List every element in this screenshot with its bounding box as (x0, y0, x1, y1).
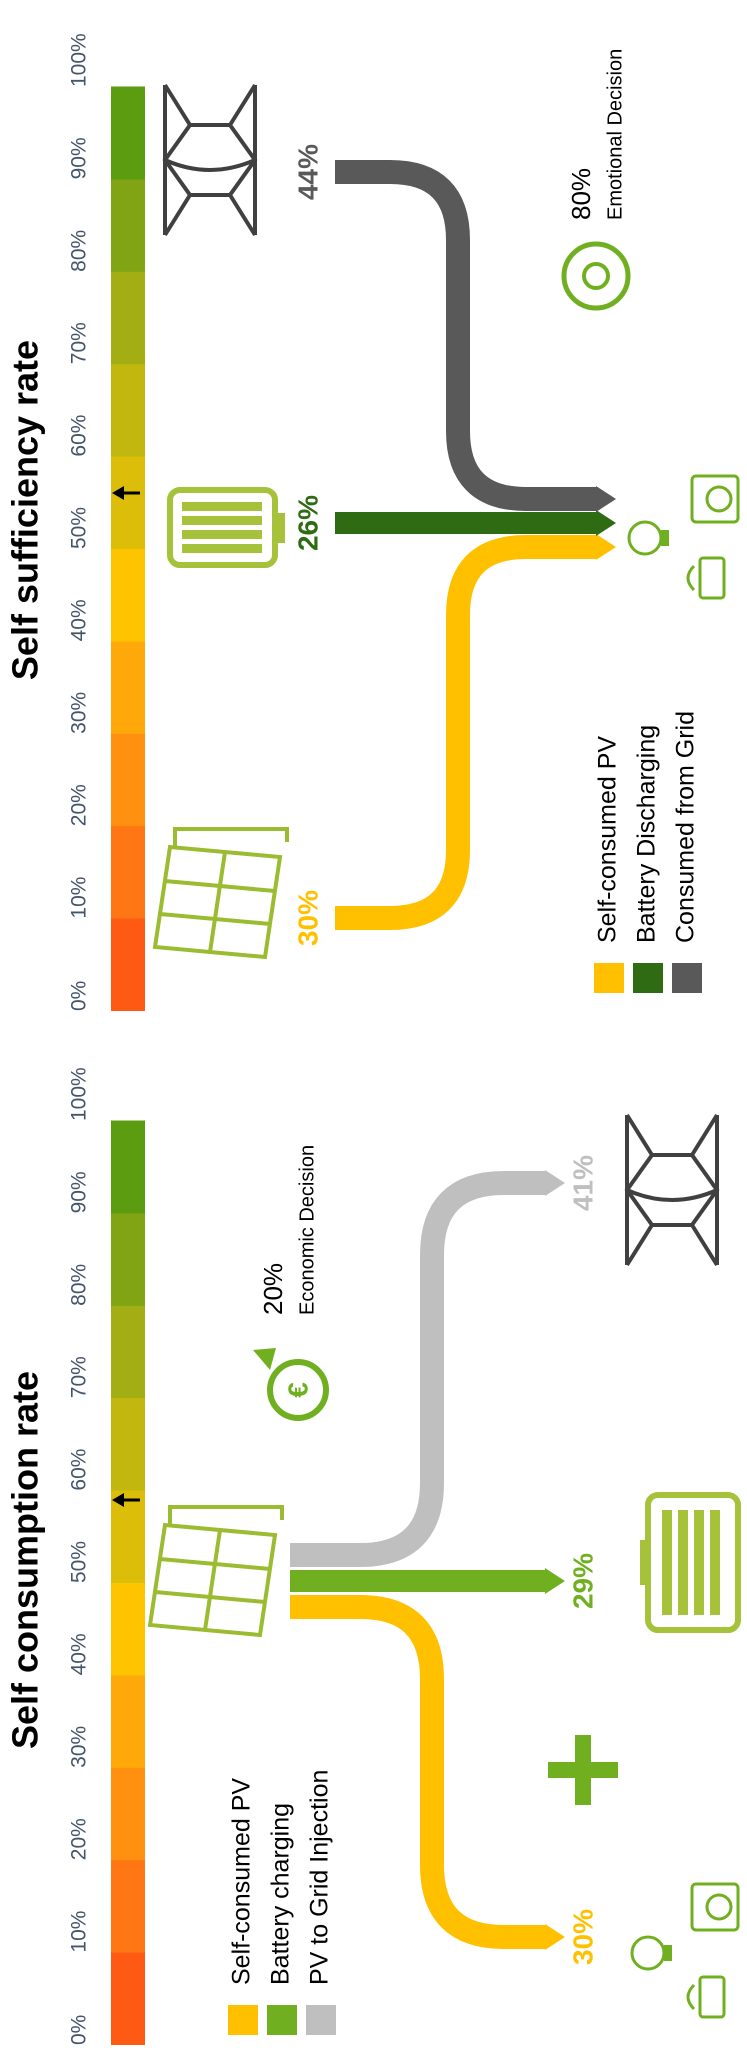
legend-label: Battery Discharging (633, 725, 661, 943)
svg-text:€: € (282, 1382, 313, 1398)
scale-label: 100% (68, 1067, 91, 1121)
rotated-canvas: € Self consu (5, 33, 741, 2045)
legend-label: Self-consumed PV (228, 1778, 256, 1985)
scale-label: 80% (68, 1264, 91, 1306)
battery (167, 487, 285, 568)
router (686, 1975, 726, 2019)
flow-label: 26% (292, 495, 323, 551)
scale-label: 70% (68, 322, 91, 364)
flow-arrow (596, 510, 616, 536)
decision-label: Economic Decision (296, 1145, 318, 1315)
flow-label: 41% (567, 1155, 598, 1211)
scale-label: 80% (68, 230, 91, 272)
scale-segment (111, 733, 145, 827)
emotional-icon (561, 241, 631, 311)
bulb (627, 520, 669, 556)
scale-label: 10% (68, 877, 91, 919)
grid-tower (162, 83, 258, 237)
flow-arrow (545, 1170, 565, 1196)
router (686, 556, 726, 600)
legend-label: Battery charging (267, 1803, 295, 1985)
scale-segment (111, 1674, 145, 1768)
washer (690, 474, 740, 524)
flow-label: 30% (567, 1909, 598, 1965)
flow-label: 29% (567, 1553, 598, 1609)
legend-swatch (594, 963, 624, 993)
scale-label: 60% (68, 1449, 91, 1491)
scale-segment (111, 1582, 145, 1676)
legend-swatch (228, 2005, 258, 2035)
scale-segment (111, 1490, 145, 1583)
flow (335, 160, 596, 511)
scale-segment (111, 456, 145, 549)
flow-label: 44% (292, 144, 323, 200)
scale-segment (111, 1305, 145, 1399)
scale-label: 100% (68, 33, 91, 87)
flow-arrow (596, 534, 616, 560)
scale-label: 0% (68, 2015, 91, 2045)
panel-title: Self consumption rate (5, 1371, 46, 1749)
legend-label: Self-consumed PV (594, 736, 622, 943)
solar-panel (152, 827, 289, 960)
scale-label: 40% (68, 599, 91, 641)
scale-segment (111, 825, 145, 919)
scale-label: 40% (68, 1633, 91, 1675)
flow (335, 535, 596, 930)
scale-segment (111, 178, 145, 272)
washer (690, 1882, 740, 1932)
flow (290, 1595, 545, 1949)
scale-label: 90% (68, 1171, 91, 1213)
scale-label: 0% (68, 981, 91, 1011)
scale-segment (111, 1767, 145, 1861)
scale-label: 10% (68, 1911, 91, 1953)
solar-panel (147, 1505, 284, 1638)
scale-segment (111, 918, 145, 1011)
decision-label: Emotional Decision (604, 49, 626, 220)
rate-arrow-head (112, 1493, 124, 1507)
decision-value: 80% (566, 168, 596, 220)
legend-swatch (267, 2005, 297, 2035)
scale-label: 20% (68, 1818, 91, 1860)
scale-label: 50% (68, 1541, 91, 1583)
scale-label: 70% (68, 1356, 91, 1398)
scale-segment (111, 1397, 145, 1491)
scale-segment (111, 1120, 145, 1214)
flow-arrow (545, 1568, 565, 1594)
legend-label: PV to Grid Injection (306, 1770, 334, 1985)
legend-swatch (672, 963, 702, 993)
scale-label: 60% (68, 415, 91, 457)
scale-segment (111, 1952, 145, 2045)
scale-segment (111, 86, 145, 180)
scale-label: 50% (68, 507, 91, 549)
scale-segment (111, 363, 145, 457)
scale-segment (111, 640, 145, 734)
scale-label: 20% (68, 784, 91, 826)
scale-label: 30% (68, 692, 91, 734)
panel-title: Self sufficiency rate (5, 340, 46, 680)
scale-segment (111, 548, 145, 642)
legend-swatch (633, 963, 663, 993)
flow-label: 30% (292, 890, 323, 946)
economic-icon: € (253, 1348, 329, 1421)
flow-arrow (545, 1924, 565, 1950)
decision-value: 20% (258, 1263, 288, 1315)
legend-swatch (306, 2005, 336, 2035)
scale-segment (111, 1859, 145, 1953)
legend-label: Consumed from Grid (672, 711, 700, 943)
rate-arrow-head (112, 486, 124, 500)
scale-label: 30% (68, 1726, 91, 1768)
scale-label: 90% (68, 137, 91, 179)
plus-sign (548, 1735, 618, 1805)
battery (640, 1492, 741, 1633)
scale-segment (111, 1212, 145, 1306)
grid-tower (624, 1113, 720, 1267)
flow (290, 1171, 545, 1567)
flow-arrow (596, 486, 616, 512)
bulb (630, 1935, 672, 1971)
scale-segment (111, 271, 145, 365)
